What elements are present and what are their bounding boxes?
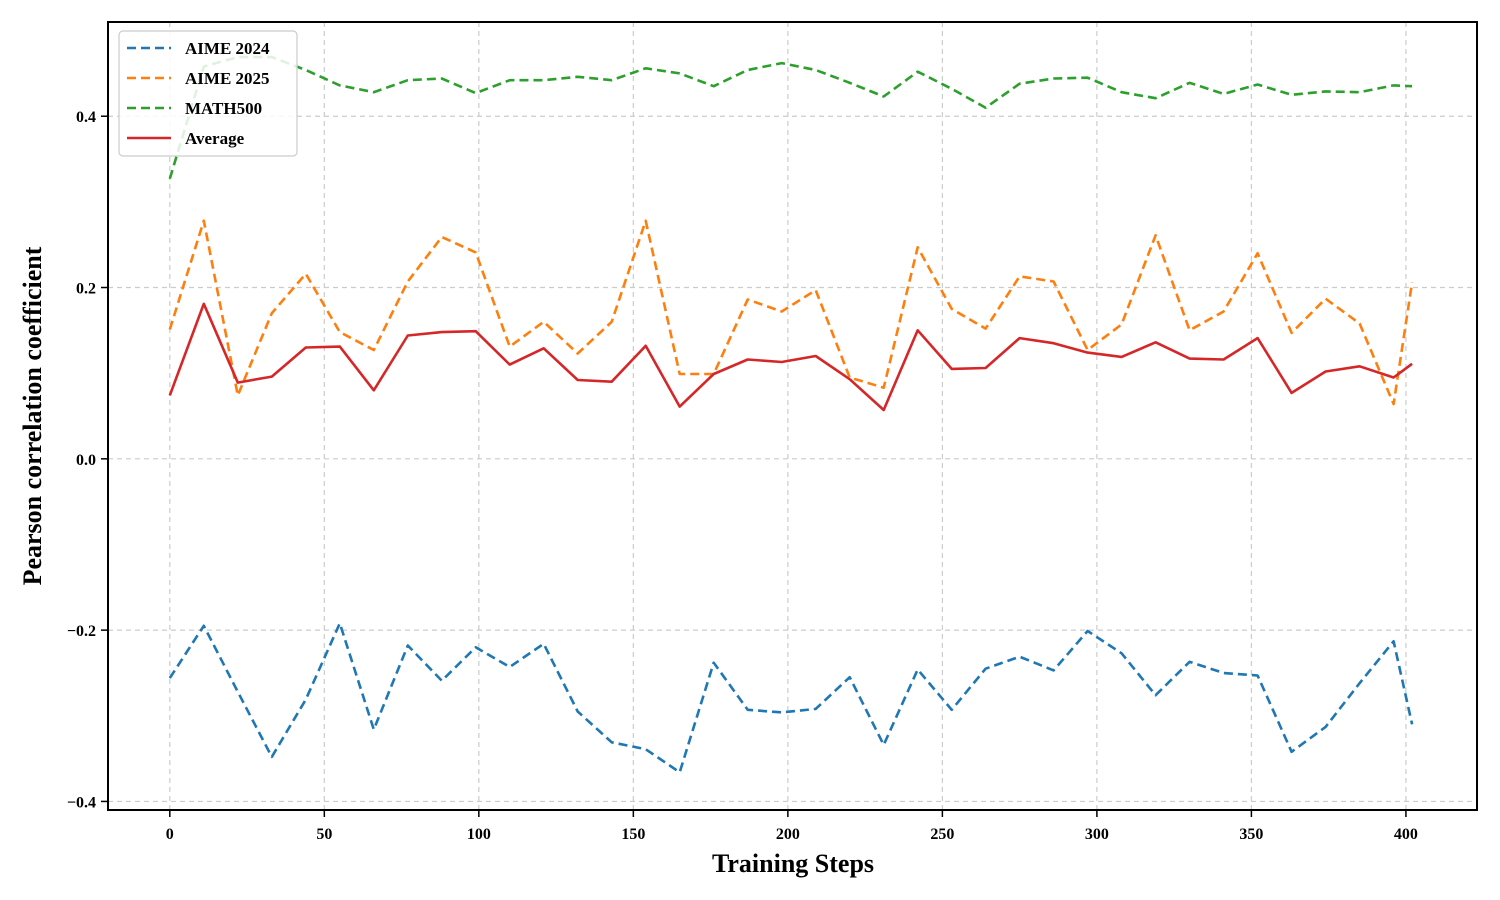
legend-label: MATH500: [185, 99, 262, 118]
series-line-average: [168, 302, 1413, 412]
series-line-aime-2025: [168, 219, 1414, 406]
legend-label: AIME 2025: [185, 69, 270, 88]
x-tick-label: 250: [930, 826, 954, 843]
y-tick-label: 0.2: [76, 281, 96, 298]
x-tick-label: 0: [166, 826, 174, 843]
plot-frame: [107, 21, 1478, 811]
x-tick-label: 100: [467, 826, 491, 843]
y-tick-label: −0.4: [67, 794, 96, 811]
legend-label: Average: [185, 129, 245, 148]
x-tick-label: 400: [1394, 826, 1418, 843]
x-tick-label: 50: [316, 826, 332, 843]
x-tick-label: 200: [776, 826, 800, 843]
y-tick-label: 0.0: [76, 452, 96, 469]
grid: [108, 22, 1477, 810]
x-tick-label: 350: [1239, 826, 1263, 843]
x-axis-title: Training Steps: [712, 849, 874, 878]
y-tick-label: 0.4: [76, 109, 96, 126]
y-axis-title: Pearson correlation coefficient: [18, 246, 47, 585]
series-line-aime-2024: [168, 621, 1414, 774]
legend: AIME 2024 AIME 2025 MATH500 Average: [118, 30, 298, 157]
legend-box: [118, 30, 298, 157]
y-axis: −0.4 −0.2 0.0 0.2 0.4: [67, 109, 108, 811]
y-tick-label: −0.2: [67, 623, 96, 640]
x-tick-label: 150: [621, 826, 645, 843]
series-lines: [168, 55, 1414, 774]
series-line-math500: [168, 55, 1413, 180]
legend-label: AIME 2024: [185, 39, 270, 58]
x-axis: 0 50 100 150 200 250 300 350 400: [166, 810, 1418, 843]
x-tick-label: 300: [1085, 826, 1109, 843]
